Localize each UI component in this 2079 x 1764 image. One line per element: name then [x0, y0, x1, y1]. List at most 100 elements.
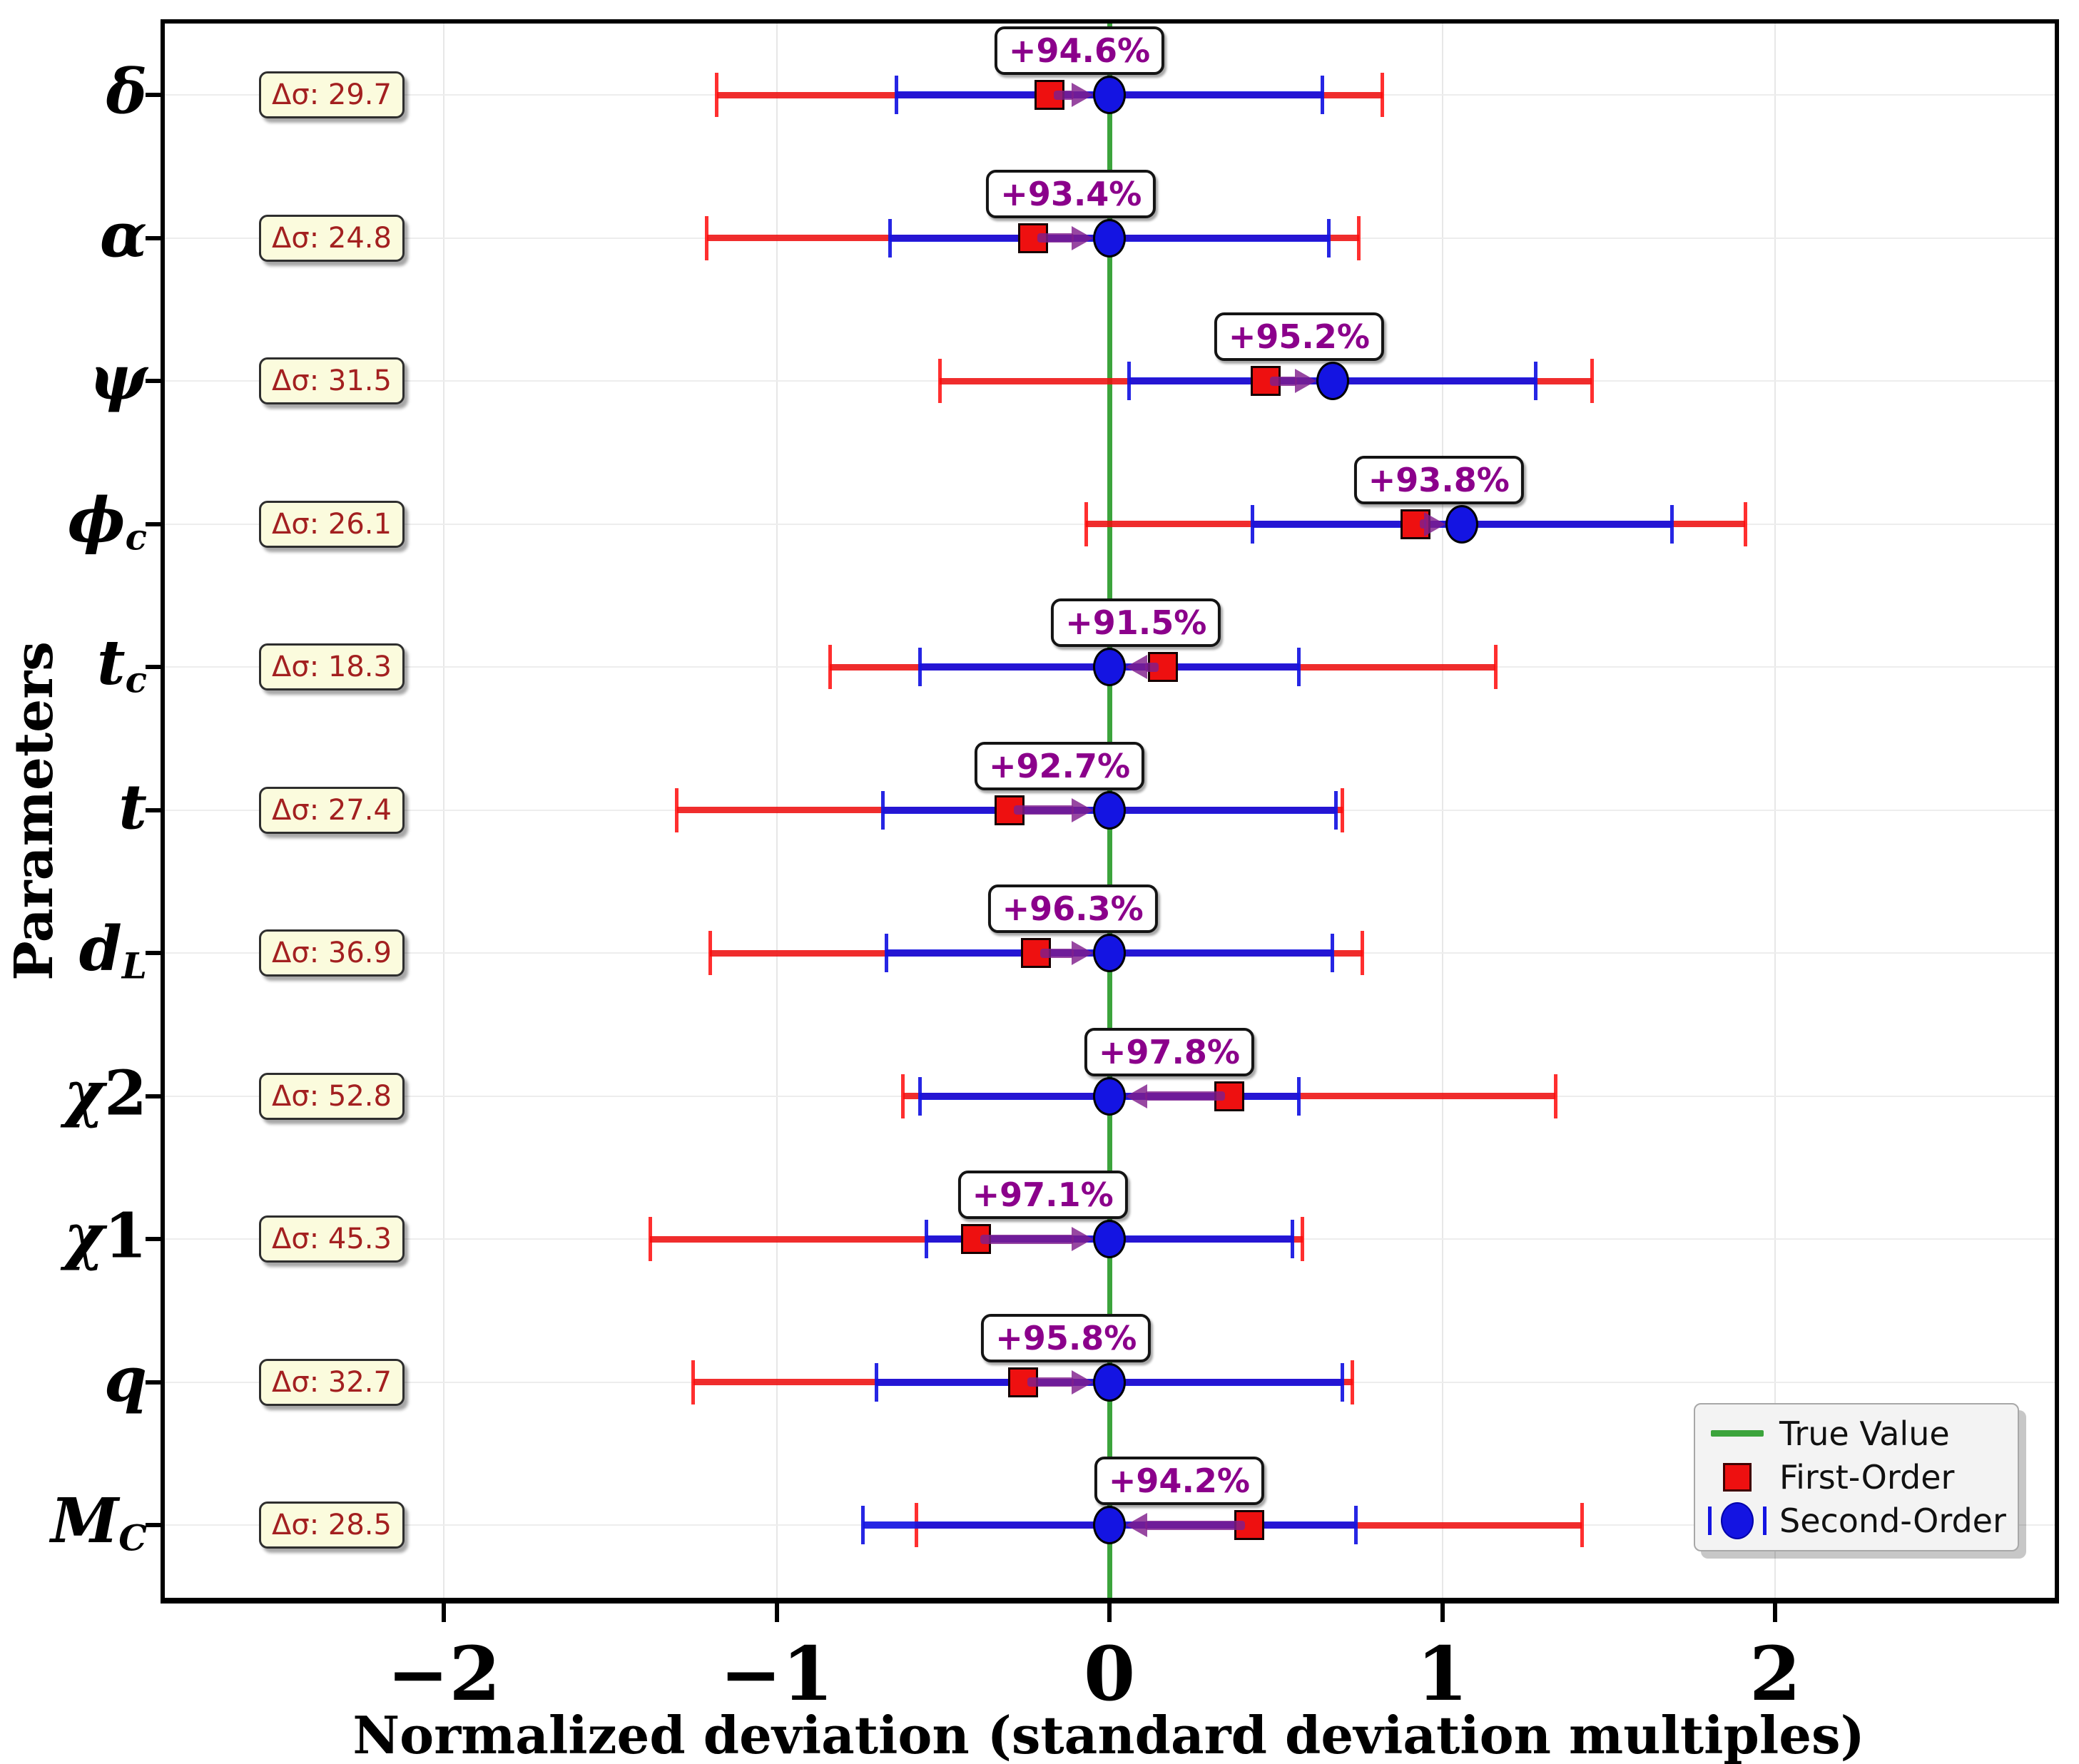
delta-sigma-badge: Δσ: 45.3	[259, 1215, 405, 1263]
first-order-cap	[1341, 787, 1345, 832]
second-order-marker	[1093, 76, 1126, 114]
plot-spine-bottom	[161, 1598, 2059, 1604]
y-tick-mark	[146, 665, 162, 669]
first-order-cap	[705, 215, 709, 260]
second-order-marker	[1093, 218, 1126, 258]
first-order-cap	[1743, 501, 1747, 546]
param-label: α	[99, 198, 147, 271]
shift-arrow-head	[1126, 1084, 1147, 1108]
x-tick-label: −2	[387, 1630, 501, 1718]
plot-spine-right	[2055, 19, 2059, 1604]
second-order-cap	[924, 1220, 928, 1258]
first-order-cap	[715, 73, 719, 117]
second-order-cap	[888, 218, 892, 258]
second-order-marker	[1093, 1076, 1126, 1116]
param-label: χ1	[63, 1200, 147, 1273]
second-order-marker	[1093, 1362, 1126, 1402]
first-order-cap	[708, 931, 712, 975]
second-order-cap	[1669, 504, 1674, 544]
second-order-cap	[1127, 362, 1132, 400]
improvement-label: +93.8%	[1353, 455, 1524, 504]
y-tick-mark	[146, 1380, 162, 1385]
second-order-marker	[1093, 1220, 1126, 1258]
second-order-marker	[1093, 934, 1126, 972]
second-order-cap	[1297, 1076, 1301, 1116]
second-order-marker	[1445, 504, 1479, 544]
second-order-marker	[1093, 1506, 1126, 1544]
first-order-marker	[1251, 366, 1281, 396]
shift-arrow-head	[1072, 83, 1093, 107]
x-tick-mark	[1107, 1604, 1112, 1622]
shift-arrow-line	[1270, 376, 1297, 386]
shift-arrow-head	[1424, 511, 1446, 536]
delta-sigma-badge: Δσ: 26.1	[259, 500, 405, 548]
shift-arrow-line	[1145, 662, 1159, 672]
shift-arrow-head	[1072, 1370, 1093, 1395]
shift-arrow-line	[1145, 1091, 1225, 1101]
legend: True Value First-Order Second-Order	[1694, 1403, 2019, 1551]
param-label: ψ	[89, 342, 147, 414]
shift-arrow-line	[1027, 1377, 1074, 1387]
second-order-circle-icon	[1695, 1502, 1779, 1540]
delta-sigma-badge: Δσ: 18.3	[259, 643, 405, 690]
x-gridline	[443, 24, 444, 1598]
first-order-marker	[995, 795, 1025, 825]
y-tick-mark	[146, 235, 162, 240]
delta-sigma-badge: Δσ: 28.5	[259, 1502, 405, 1549]
delta-sigma-badge: Δσ: 29.7	[259, 71, 405, 118]
legend-item-second-order: Second-Order	[1695, 1499, 2018, 1542]
second-order-cap	[861, 1506, 865, 1544]
param-label: δ	[106, 56, 147, 128]
first-order-cap	[937, 359, 942, 403]
first-order-cap	[1590, 359, 1594, 403]
first-order-cap	[648, 1217, 652, 1261]
x-axis-title: Normalized deviation (standard deviation…	[352, 1705, 1865, 1764]
plot-spine-left	[161, 19, 165, 1604]
second-order-cap	[894, 76, 898, 114]
param-label: MC	[51, 1484, 147, 1559]
improvement-label: +96.3%	[987, 884, 1158, 933]
first-order-cap	[828, 645, 832, 689]
shift-arrow-head	[1126, 1513, 1147, 1537]
y-tick-mark	[146, 807, 162, 812]
y-tick-mark	[146, 1523, 162, 1527]
first-order-cap	[1351, 1360, 1355, 1404]
second-order-cap	[884, 934, 888, 972]
x-tick-label: 1	[1416, 1630, 1468, 1718]
second-order-marker	[1093, 648, 1126, 686]
first-order-cap	[675, 787, 679, 832]
legend-label: First-Order	[1779, 1457, 1955, 1497]
shift-arrow-head	[1072, 225, 1093, 250]
param-label: tc	[96, 626, 147, 701]
y-tick-mark	[146, 1237, 162, 1241]
first-order-cap	[1084, 501, 1088, 546]
y-tick-mark	[146, 93, 162, 97]
improvement-label: +93.4%	[986, 169, 1157, 218]
shift-arrow-line	[1145, 1520, 1245, 1530]
y-tick-mark	[146, 951, 162, 955]
param-label: q	[103, 1342, 147, 1415]
delta-sigma-badge: Δσ: 52.8	[259, 1072, 405, 1120]
second-order-cap	[1291, 1220, 1295, 1258]
legend-label: Second-Order	[1779, 1502, 2006, 1541]
x-gridline	[1774, 24, 1776, 1598]
shift-arrow-head	[1072, 797, 1093, 822]
second-order-cap	[1331, 934, 1335, 972]
delta-sigma-badge: Δσ: 31.5	[259, 357, 405, 404]
param-label: ϕc	[67, 484, 147, 559]
delta-sigma-badge: Δσ: 36.9	[259, 929, 405, 977]
second-order-cap	[1327, 218, 1331, 258]
second-order-cap	[874, 1362, 878, 1402]
x-tick-mark	[774, 1604, 779, 1622]
legend-item-first-order: First-Order	[1695, 1456, 2018, 1499]
x-tick-label: 2	[1749, 1630, 1801, 1718]
delta-sigma-badge: Δσ: 32.7	[259, 1358, 405, 1406]
first-order-cap	[901, 1074, 905, 1118]
x-tick-label: −1	[719, 1630, 834, 1718]
improvement-label: +97.1%	[957, 1171, 1128, 1219]
second-order-cap	[917, 1076, 922, 1116]
second-order-cap	[881, 790, 885, 830]
y-tick-mark	[146, 379, 162, 383]
improvement-label: +94.2%	[1094, 1457, 1265, 1505]
